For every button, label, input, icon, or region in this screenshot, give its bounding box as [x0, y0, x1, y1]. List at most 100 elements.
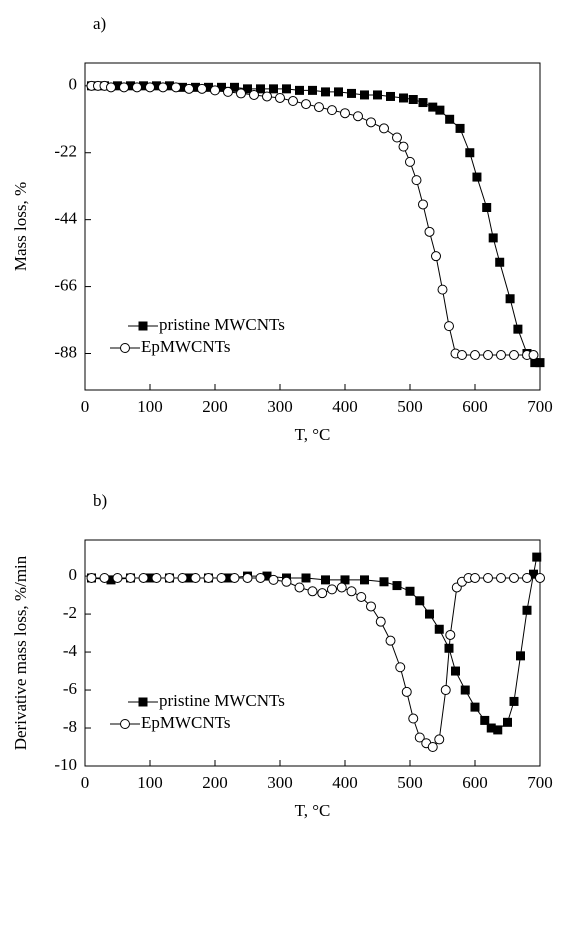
y-tick-label: -88 — [54, 342, 77, 361]
y-axis-label: Mass loss, % — [11, 182, 30, 271]
square-marker — [282, 84, 291, 94]
square-marker — [451, 666, 460, 676]
circle-marker — [340, 108, 350, 119]
square-marker — [425, 609, 434, 619]
circle-marker — [275, 92, 285, 103]
circle-marker — [242, 572, 253, 583]
circle-marker — [255, 572, 266, 583]
circle-marker — [405, 156, 415, 167]
circle-marker — [385, 635, 396, 646]
circle-marker — [164, 572, 175, 583]
circle-marker — [132, 82, 142, 93]
y-tick-label: -10 — [54, 755, 77, 774]
circle-marker — [106, 82, 116, 93]
square-marker — [262, 571, 272, 581]
circle-marker — [314, 102, 324, 113]
x-axis-label: T, °C — [295, 425, 331, 444]
circle-marker — [483, 572, 493, 583]
circle-marker — [249, 89, 259, 100]
square-marker — [230, 82, 239, 92]
x-axis-label: T, °C — [295, 801, 331, 820]
square-marker — [269, 84, 278, 94]
circle-marker — [125, 572, 136, 583]
circle-marker — [112, 572, 123, 583]
circle-marker — [379, 123, 389, 134]
square-marker — [434, 624, 444, 634]
legend-label: pristine MWCNTs — [159, 315, 285, 334]
square-marker — [139, 81, 148, 91]
circle-marker — [457, 350, 467, 361]
circle-marker — [336, 582, 347, 593]
square-marker — [334, 87, 343, 97]
circle-marker — [262, 91, 272, 102]
y-tick-label: -4 — [63, 641, 78, 660]
legend-label: EpMWCNTs — [141, 337, 230, 356]
circle-marker — [418, 199, 428, 210]
circle-marker — [440, 685, 451, 696]
x-tick-label: 300 — [267, 397, 293, 416]
square-marker — [178, 82, 187, 92]
circle-marker — [398, 141, 409, 152]
square-marker — [392, 581, 402, 591]
circle-marker — [268, 574, 279, 585]
square-marker — [428, 102, 438, 112]
circle-marker — [145, 82, 155, 93]
square-marker — [505, 294, 515, 304]
square-marker — [347, 88, 356, 98]
square-marker — [340, 575, 350, 585]
square-marker — [321, 87, 330, 97]
circle-marker — [184, 83, 194, 94]
x-tick-label: 0 — [81, 397, 90, 416]
circle-marker — [496, 572, 506, 583]
circle-marker — [496, 350, 506, 361]
circle-marker — [522, 572, 532, 583]
x-tick-label: 400 — [332, 397, 358, 416]
square-marker — [308, 85, 317, 95]
square-marker — [472, 172, 482, 182]
x-tick-label: 500 — [397, 773, 423, 792]
legend-label: EpMWCNTs — [141, 713, 230, 732]
panel-label: b) — [93, 491, 107, 510]
square-marker — [373, 90, 382, 100]
square-marker — [321, 575, 330, 585]
square-marker — [513, 324, 523, 334]
circle-marker — [431, 251, 441, 262]
y-tick-label: -8 — [63, 717, 77, 736]
circle-marker — [171, 82, 181, 93]
circle-marker — [392, 132, 402, 143]
circle-marker — [346, 586, 357, 597]
square-marker — [191, 82, 200, 92]
circle-marker — [470, 350, 480, 361]
circle-marker — [427, 742, 438, 753]
circle-marker — [366, 117, 376, 128]
square-marker — [465, 148, 475, 158]
circle-marker — [86, 572, 97, 583]
circle-marker — [509, 572, 519, 583]
square-marker — [460, 685, 470, 695]
circle-marker — [327, 584, 337, 595]
circle-marker — [509, 350, 519, 361]
circle-marker — [375, 616, 386, 627]
x-tick-label: 300 — [267, 773, 293, 792]
square-marker — [532, 552, 542, 562]
square-marker — [405, 586, 415, 596]
square-marker — [522, 605, 532, 615]
y-axis-label: Derivative mass loss, %/min — [11, 555, 30, 750]
circle-marker — [223, 86, 233, 97]
square-marker — [495, 257, 505, 267]
circle-marker — [203, 572, 214, 583]
square-marker — [295, 85, 304, 95]
circle-marker — [236, 88, 246, 99]
square-marker — [360, 575, 369, 585]
square-marker — [455, 123, 465, 133]
x-tick-label: 600 — [462, 397, 488, 416]
circle-marker — [151, 572, 162, 583]
circle-marker — [535, 572, 545, 583]
plot-frame — [84, 62, 541, 391]
circle-marker — [119, 82, 129, 93]
plot-frame — [84, 539, 541, 767]
panel-label: a) — [93, 14, 106, 33]
square-marker — [113, 81, 122, 91]
circle-marker — [408, 713, 419, 724]
